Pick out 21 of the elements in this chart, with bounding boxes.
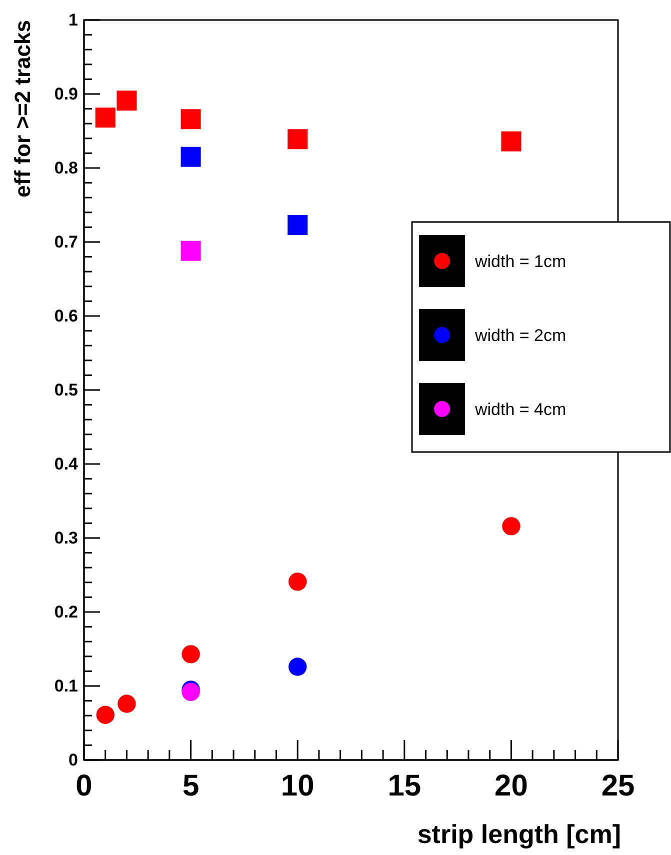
- y-tick-label: 0.1: [54, 676, 78, 696]
- y-tick-label: 0.3: [54, 528, 78, 548]
- x-tick-label: 25: [601, 769, 635, 802]
- y-tick-label: 0.7: [54, 232, 78, 252]
- y-axis-title: eff for >=2 tracks: [10, 20, 35, 198]
- legend-label: width = 1cm: [474, 252, 566, 271]
- y-tick-label: 0: [68, 750, 78, 770]
- x-axis-title: strip length [cm]: [417, 819, 621, 849]
- x-tick-label: 20: [494, 769, 528, 802]
- y-tick-label: 0.2: [54, 602, 78, 622]
- y-tick-label: 0.4: [54, 454, 79, 474]
- y-tick-label: 0.9: [54, 84, 78, 104]
- legend-label: width = 4cm: [474, 400, 566, 419]
- y-tick-label: 0.5: [54, 380, 78, 400]
- y-tick-label: 1: [68, 10, 78, 30]
- y-tick-label: 0.8: [54, 158, 78, 178]
- x-tick-label: 10: [280, 769, 314, 802]
- legend-label: width = 2cm: [474, 326, 566, 345]
- x-tick-label: 5: [182, 769, 200, 802]
- x-tick-label: 15: [388, 769, 422, 802]
- y-tick-label: 0.6: [54, 306, 78, 326]
